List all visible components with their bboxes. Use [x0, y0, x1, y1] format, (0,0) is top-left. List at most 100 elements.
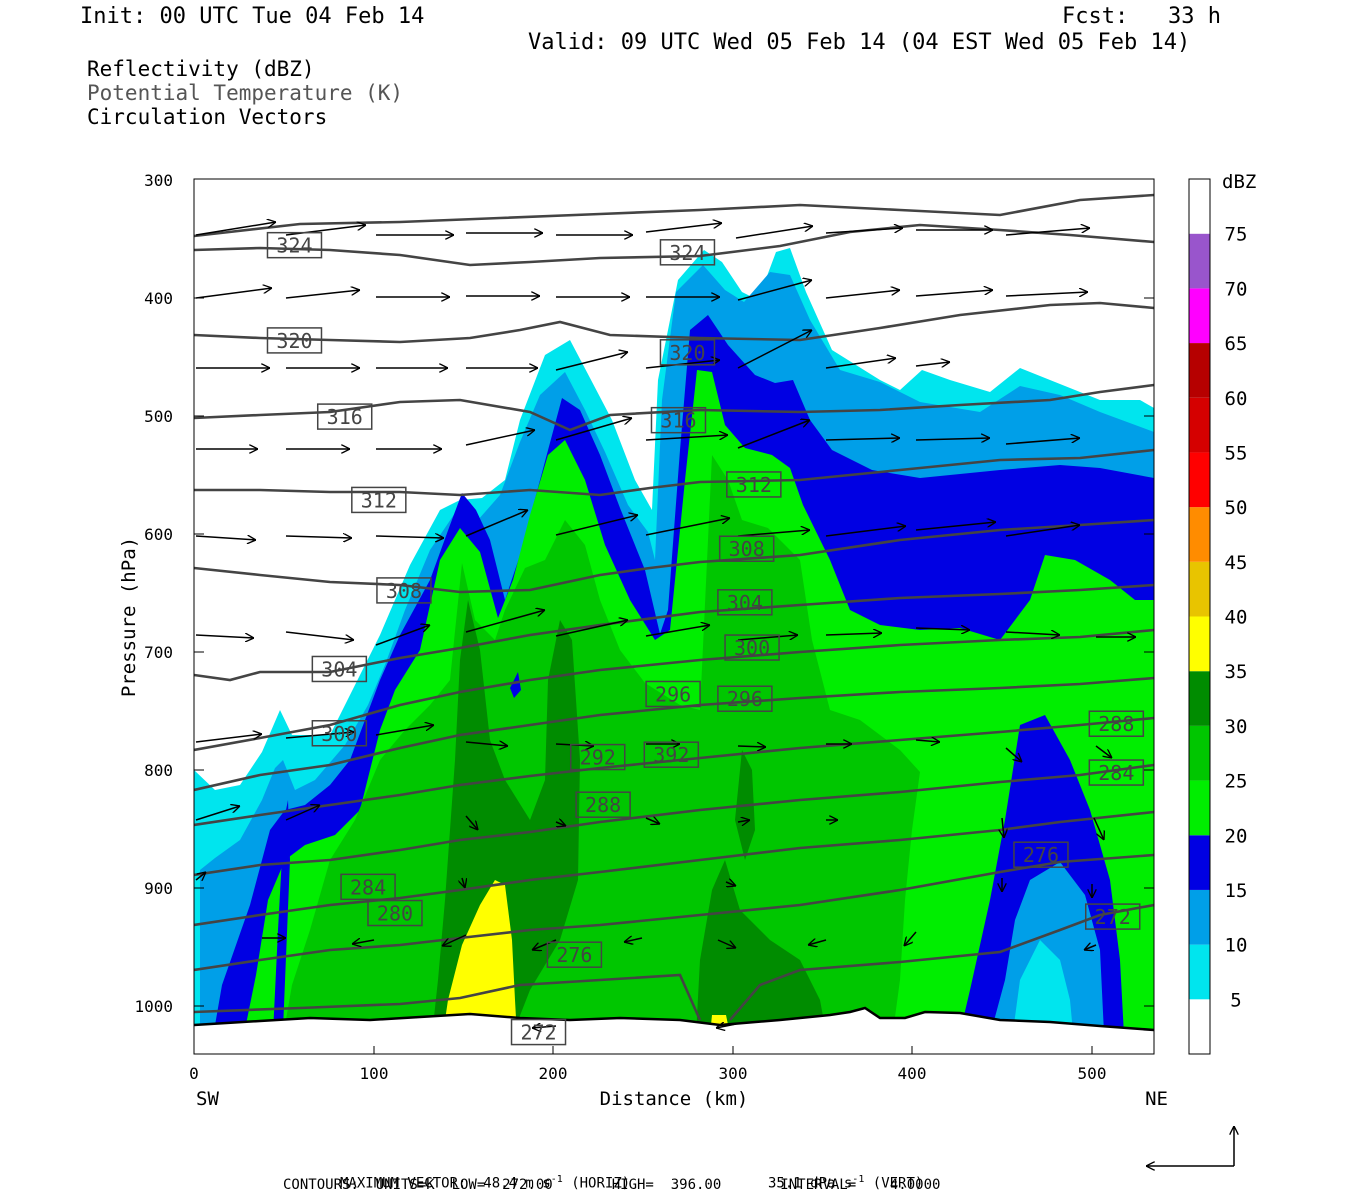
theta-label-box [376, 577, 432, 604]
theta-label: 296 [717, 685, 773, 712]
theta-label: 288 [1088, 710, 1145, 737]
theta-label: 300 [724, 634, 780, 661]
colorbar-segment [1189, 944, 1210, 1000]
init-time: Init: 00 UTC Tue 04 Feb 14 [80, 4, 425, 29]
colorbar-label: 30 [1225, 716, 1248, 738]
colorbar-segment [1189, 233, 1210, 289]
theta-label-text: 284 [1098, 761, 1134, 785]
theta-label-text: 308 [386, 579, 422, 603]
y-tick-label: 700 [144, 643, 173, 662]
colorbar-segment [1189, 999, 1210, 1054]
theta-label: 316 [316, 403, 373, 430]
colorbar-label: 55 [1225, 442, 1248, 464]
theta-label-box [311, 655, 368, 683]
theta-label: 324 [266, 231, 323, 259]
theta-contour [194, 716, 1154, 827]
theta-label: 392 [643, 741, 700, 768]
colorbar: 5 10 15 20 25 30 35 40 45 50 55 60 65 70 75 [1188, 178, 1248, 1055]
theta-label: 320 [266, 327, 323, 354]
x-tick-label: 400 [898, 1064, 927, 1083]
theta-label: 308 [718, 535, 775, 562]
colorbar-segment [1189, 780, 1210, 836]
theta-label-text: 308 [729, 537, 765, 561]
theta-label-box [717, 589, 773, 616]
theta-label-box [1013, 841, 1069, 868]
theta-label: 284 [1088, 759, 1145, 786]
theta-label-box [266, 231, 323, 259]
theta-contour [194, 763, 1154, 877]
theta-label-text: 272 [1095, 905, 1131, 929]
theta-label-box [1088, 759, 1145, 786]
theta-label-box [659, 339, 716, 366]
colorbar-segment [1189, 288, 1210, 344]
theta-label: 304 [311, 655, 368, 683]
colorbar-segment [1189, 397, 1210, 453]
colorbar-label: 35 [1225, 661, 1248, 683]
colorbar-label: 70 [1225, 278, 1248, 300]
theta-contour [194, 903, 1154, 1021]
theta-label: 276 [1013, 841, 1069, 868]
theta-label-text: 272 [520, 1021, 556, 1045]
refl-15dbz-blob [510, 672, 521, 698]
theta-contour [194, 518, 1154, 594]
colorbar-label: 20 [1225, 825, 1248, 847]
theta-label: 316 [650, 406, 707, 434]
unit-exponent: -1 [550, 1174, 563, 1185]
x-axis-label: Distance (km) [600, 1088, 749, 1110]
y-tick-label: 800 [144, 761, 173, 780]
colorbar-label: 5 [1230, 989, 1241, 1011]
y-tick-label: 500 [144, 407, 173, 426]
y-axis-label: Pressure (hPa) [118, 537, 140, 697]
theta-label-text: 280 [377, 902, 413, 926]
x-end-sw: SW [196, 1088, 219, 1110]
x-tick-labels: 0 100 200 300 400 500 [189, 1064, 1106, 1083]
colorbar-segment [1189, 343, 1210, 398]
theta-label-box [643, 741, 700, 768]
theta-label-box [659, 239, 716, 266]
theta-label-box [724, 634, 780, 661]
theta-label: 324 [659, 239, 716, 266]
theta-contour [194, 853, 1154, 972]
y-tick-labels: 300 400 500 600 700 800 900 1000 [134, 171, 173, 1016]
theta-contour [194, 448, 1154, 497]
plot-frame [193, 178, 1155, 1055]
theta-label: 296 [645, 680, 701, 708]
colorbar-segment [1189, 616, 1210, 672]
colorbar-label: 15 [1225, 880, 1248, 902]
y-tick-label: 900 [144, 879, 173, 898]
refl-30dbz-c [695, 860, 830, 1054]
theta-label-text: 304 [727, 591, 763, 615]
refl-30dbz-b [455, 800, 480, 860]
colorbar-label: 40 [1225, 607, 1248, 629]
contours-info: CONTOURS: UNITS=K LOW= 272.00 HIGH= 396.… [283, 1177, 941, 1193]
theta-contour [194, 676, 1154, 792]
theta-label: 292 [569, 743, 626, 771]
theta-label-text: 288 [1098, 712, 1134, 736]
field-circulation-vectors: Circulation Vectors [87, 105, 328, 129]
theta-label-box [546, 941, 603, 968]
theta-label: 312 [726, 471, 782, 498]
theta-label-text: 288 [585, 793, 621, 817]
theta-label-box [718, 535, 775, 562]
theta-label-text: 276 [1023, 843, 1059, 867]
theta-label-text: 392 [653, 743, 689, 767]
valid-time: Valid: 09 UTC Wed 05 Feb 14 (04 EST Wed … [528, 30, 1191, 55]
below-ground [194, 1008, 1154, 1054]
max-vector-line: MAXIMUM VECTOR: 48.4 m s-1 (HORIZ) [340, 1158, 630, 1192]
colorbar-segment [1189, 561, 1210, 617]
x-tick-label: 0 [189, 1064, 199, 1083]
theta-label-text: 320 [276, 329, 312, 353]
horiz-label: (HORIZ) [562, 1175, 631, 1192]
colorbar-label: 65 [1225, 333, 1248, 355]
x-tick-label: 100 [360, 1064, 389, 1083]
max-vector-vert: 35.1 dPa s-1 (VERT) [768, 1158, 923, 1192]
x-tick-label: 500 [1078, 1064, 1107, 1083]
theta-label: 304 [717, 589, 773, 616]
x-end-ne: NE [1145, 1088, 1168, 1110]
x-tick-label: 200 [539, 1064, 568, 1083]
theta-label-text: 324 [276, 234, 312, 258]
colorbar-unit: dBZ [1222, 171, 1256, 193]
theta-label-text: 276 [556, 943, 592, 967]
theta-contour [194, 583, 1154, 682]
